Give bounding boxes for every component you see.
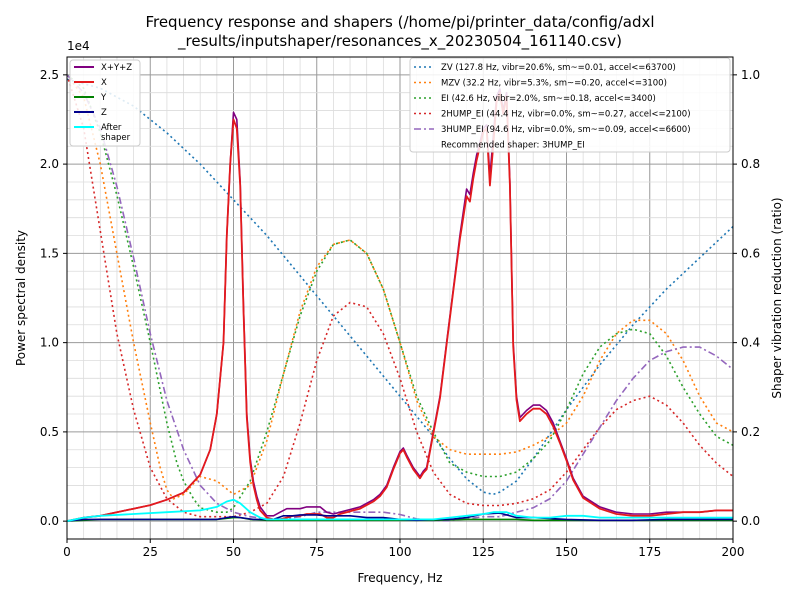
y-axis-label: Power spectral density [14,230,28,366]
legend-shapers-box [409,57,731,153]
shaper-line-4 [67,74,733,522]
y-tick-label: 1.0 [40,336,59,350]
legend-psd-label: Y [100,93,107,103]
legend-shaper-label: ZV (127.8 Hz, vibr=20.6%, sm~=0.01, acce… [441,63,676,73]
y-axis-ticks: 0.0 0.5 1.0 1.5 2.0 2.5 [40,68,67,528]
x-tick-label: 0 [63,545,71,559]
y2-tick-label: 0.8 [741,157,760,171]
shaper-line-2 [67,74,733,514]
legend-shaper-label: EI (42.6 Hz, vibr=2.0%, sm~=0.18, accel<… [441,94,656,104]
y2-axis-label: Shaper vibration reduction (ratio) [770,197,784,398]
legend-recommendation: Recommended shaper: 3HUMP_EI [441,141,585,151]
legend-shaper-label: 3HUMP_EI (94.6 Hz, vibr=0.0%, sm~=0.09, … [441,125,691,135]
shaper-line-3 [67,74,733,518]
y-tick-label: 1.5 [40,246,59,260]
y2-tick-label: 0.4 [741,336,760,350]
y2-axis-ticks: 0.0 0.2 0.4 0.6 0.8 1.0 [733,68,760,528]
legend-psd-label: After [101,123,122,133]
chart-title-line2: _results/inputshaper/resonances_x_202305… [177,32,622,51]
legend-shaper-label: MZV (32.2 Hz, vibr=5.3%, sm~=0.20, accel… [441,79,667,89]
legend-shapers: ZV (127.8 Hz, vibr=20.6%, sm~=0.01, acce… [409,57,731,153]
y2-tick-label: 0.2 [741,425,760,439]
legend-psd-label: Z [101,108,107,118]
x-tick-label: 125 [472,545,495,559]
y2-tick-label: 1.0 [741,68,760,82]
y-tick-label: 2.5 [40,68,59,82]
x-tick-label: 175 [638,545,661,559]
x-tick-label: 75 [309,545,324,559]
shaper-line-0 [67,78,733,496]
x-tick-label: 200 [722,545,745,559]
y-tick-label: 0.5 [40,425,59,439]
y-tick-label: 0.0 [40,514,59,528]
x-tick-label: 25 [143,545,158,559]
x-tick-label: 150 [555,545,578,559]
x-tick-label: 100 [389,545,412,559]
legend-psd-label: X+Y+Z [101,63,132,73]
y-multiplier: 1e4 [67,39,90,53]
legend-psd-label: shaper [101,133,131,143]
chart-title-line1: Frequency response and shapers (/home/pi… [145,13,654,32]
legend-shaper-label: 2HUMP_EI (44.4 Hz, vibr=0.0%, sm~=0.27, … [441,110,691,120]
psd-lines [67,88,733,522]
y-tick-label: 2.0 [40,157,59,171]
shaper-lines [67,74,733,522]
legend-psd-label: X [101,78,107,88]
x-axis-label: Frequency, Hz [358,571,443,585]
y2-tick-label: 0.6 [741,246,760,260]
y2-tick-label: 0.0 [741,514,760,528]
x-tick-label: 50 [226,545,241,559]
psd-line-4 [67,498,733,522]
x-axis-ticks: 0 25 50 75 100 125 150 175 200 [63,539,744,559]
psd-line-1 [67,91,733,522]
